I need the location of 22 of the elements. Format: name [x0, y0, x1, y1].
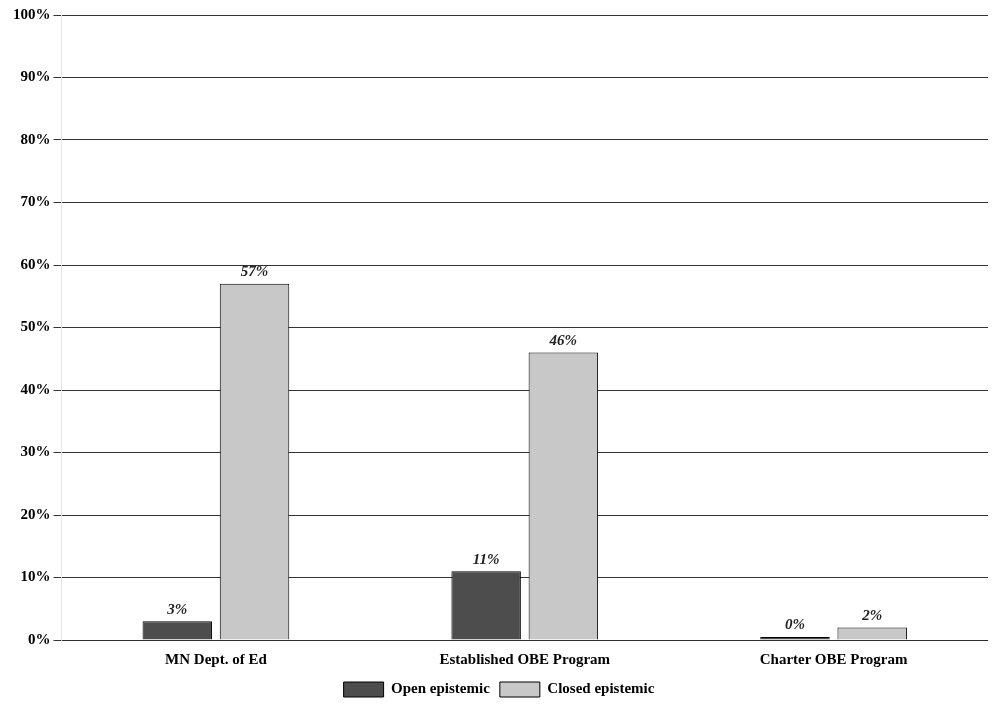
- y-tick-label: 20%: [20, 505, 51, 522]
- y-tick-label: 80%: [20, 130, 51, 147]
- legend-label: Open epistemic: [391, 680, 491, 697]
- data-label: 3%: [166, 600, 188, 617]
- legend-label: Closed epistemic: [547, 680, 655, 697]
- y-tick-label: 0%: [28, 630, 51, 647]
- data-label: 2%: [861, 606, 883, 623]
- data-label: 11%: [472, 550, 500, 567]
- y-tick-label: 90%: [20, 68, 51, 85]
- y-tick-label: 60%: [20, 255, 51, 272]
- y-tick-label: 10%: [20, 568, 51, 585]
- y-tick-label: 100%: [13, 5, 51, 22]
- data-label: 57%: [240, 263, 269, 280]
- x-tick-label: MN Dept. of Ed: [165, 650, 268, 667]
- y-tick-label: 70%: [20, 193, 51, 210]
- x-tick-label: Charter OBE Program: [759, 650, 908, 667]
- y-tick-label: 40%: [20, 380, 51, 397]
- x-tick-label: Established OBE Program: [439, 650, 611, 667]
- y-tick-label: 50%: [20, 318, 51, 335]
- data-label: 0%: [784, 616, 805, 633]
- y-tick-label: 30%: [20, 443, 51, 460]
- data-label: 46%: [548, 331, 578, 348]
